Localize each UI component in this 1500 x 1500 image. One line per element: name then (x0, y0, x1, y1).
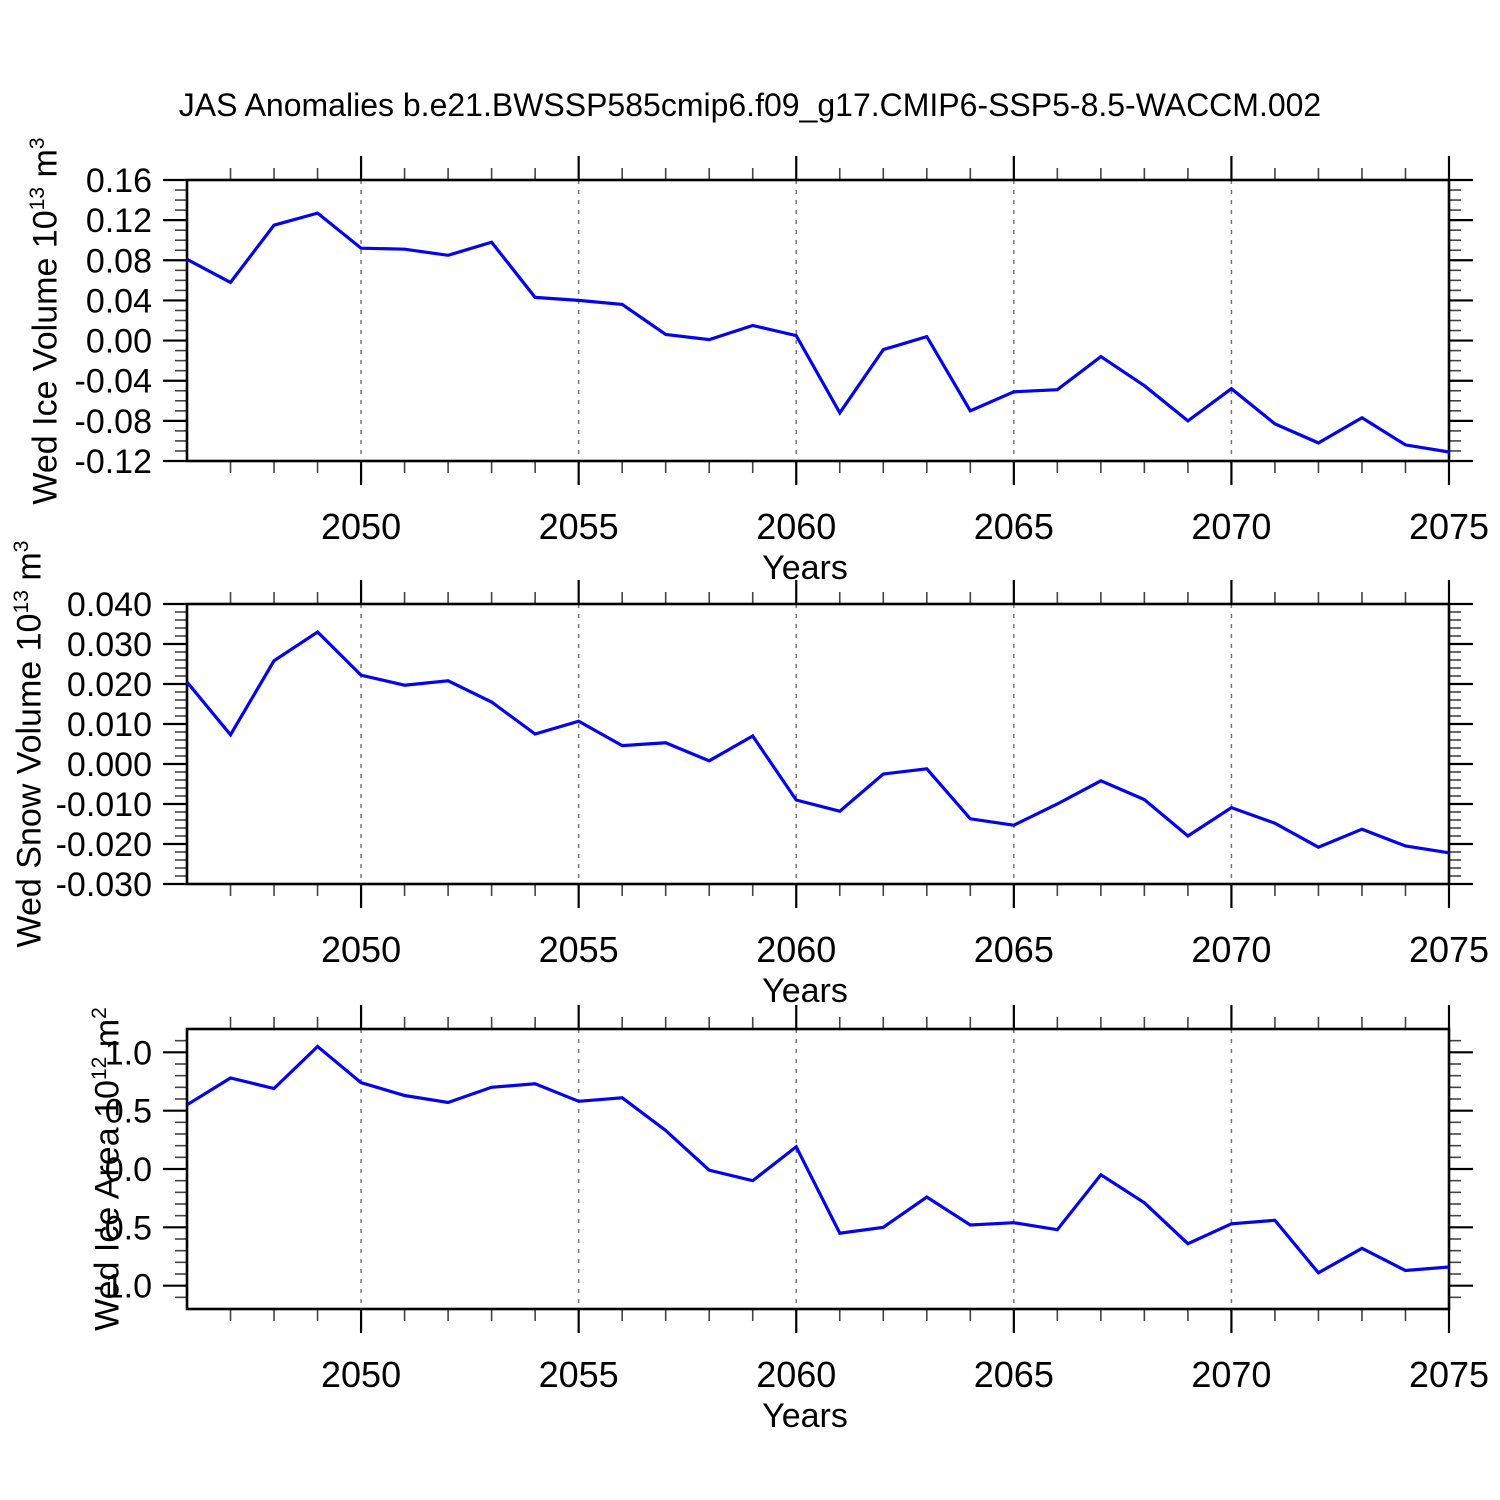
y-axis-title-superscript: 3 (26, 136, 49, 149)
svg-text:-0.08: -0.08 (75, 403, 153, 441)
svg-text:2060: 2060 (756, 506, 836, 547)
svg-text:0.04: 0.04 (86, 282, 152, 320)
panel-2-y-tick-labels: 0.0400.0300.0200.0100.000-0.010-0.020-0.… (56, 586, 152, 904)
svg-text:0.08: 0.08 (86, 242, 152, 280)
svg-text:-0.020: -0.020 (56, 826, 152, 864)
panel-3-y-tick-labels: 1.0 0.5 0.0 -0.5 -1.0 (93, 1034, 152, 1305)
svg-text:2060: 2060 (756, 1354, 836, 1395)
panel-3-y-axis-title: Wed Ice Area 1012 m2 (79, 859, 126, 1479)
panel-2-y-axis-title: Wed Snow Volume 1013 m3 (1, 434, 48, 1054)
panel-2: 0.0400.0300.0200.0100.000-0.010-0.020-0.… (56, 580, 1489, 1010)
svg-text:1.0: 1.0 (105, 1034, 152, 1072)
svg-text:2070: 2070 (1191, 929, 1271, 970)
panel-2-xlabel: Years (762, 972, 848, 1010)
svg-text:-0.12: -0.12 (75, 443, 153, 481)
panel-1-xlabel: Years (762, 549, 848, 587)
svg-text:2065: 2065 (974, 929, 1054, 970)
panel-1-ticks (163, 156, 1473, 485)
svg-text:2055: 2055 (539, 929, 619, 970)
y-axis-title-text: m (10, 552, 49, 591)
panel-2-ticks (163, 580, 1473, 908)
svg-text:0.0: 0.0 (105, 1151, 152, 1189)
svg-text:2055: 2055 (539, 1354, 619, 1395)
y-axis-title-text: Wed Ice Area 10 (88, 1080, 127, 1331)
y-axis-title-superscript: 3 (10, 540, 33, 553)
svg-text:-0.010: -0.010 (56, 786, 152, 824)
panel-2-data-line (185, 629, 1450, 855)
svg-text:2075: 2075 (1409, 1354, 1489, 1395)
panel-2-x-tick-labels: 2050 2055 2060 2065 2070 2075 (321, 929, 1489, 970)
svg-text:0.5: 0.5 (105, 1093, 152, 1131)
y-axis-title-text: Wed Snow Volume 10 (10, 613, 49, 948)
svg-text:0.000: 0.000 (67, 746, 152, 784)
svg-text:2070: 2070 (1191, 1354, 1271, 1395)
svg-text:0.00: 0.00 (86, 323, 152, 361)
svg-text:2050: 2050 (321, 929, 401, 970)
panel-1-frame (185, 178, 1451, 463)
panel-3-ticks (163, 1005, 1473, 1333)
panel-3-frame (185, 1027, 1451, 1311)
svg-text:2075: 2075 (1409, 506, 1489, 547)
panel-3-data-line (186, 1044, 1450, 1275)
svg-text:2075: 2075 (1409, 929, 1489, 970)
svg-text:0.030: 0.030 (67, 626, 152, 664)
svg-text:-0.030: -0.030 (56, 866, 152, 904)
svg-text:0.010: 0.010 (67, 706, 152, 744)
panel-1-data-line (186, 211, 1450, 454)
y-axis-title-superscript: 12 (88, 1056, 111, 1081)
svg-text:-0.04: -0.04 (75, 363, 153, 401)
y-axis-title-text: m (26, 148, 65, 187)
y-axis-title-text: m (88, 1018, 127, 1057)
svg-text:2055: 2055 (539, 506, 619, 547)
panel-2-gridlines (360, 604, 1233, 884)
panel-1-x-tick-labels: 2050 2055 2060 2065 2070 2075 (321, 506, 1489, 547)
y-axis-title-superscript: 2 (88, 1007, 111, 1019)
panel-1-y-tick-labels: 0.160.120.080.040.00-0.04-0.08-0.12 (75, 162, 153, 481)
panel-2-frame (185, 602, 1451, 886)
panel-1-gridlines (360, 180, 1233, 461)
panel-3-gridlines (360, 1029, 1233, 1309)
svg-text:2065: 2065 (974, 1354, 1054, 1395)
svg-text:-0.5: -0.5 (93, 1209, 152, 1247)
chart-title: JAS Anomalies b.e21.BWSSP585cmip6.f09_g1… (178, 87, 1322, 123)
svg-text:2070: 2070 (1191, 506, 1271, 547)
svg-text:0.040: 0.040 (67, 586, 152, 624)
svg-text:-1.0: -1.0 (93, 1268, 152, 1306)
panel-3: 1.0 0.5 0.0 -0.5 -1.0 2050 2055 2060 2065 2070 207… (93, 1005, 1489, 1435)
svg-text:2050: 2050 (321, 1354, 401, 1395)
y-axis-title-superscript: 13 (10, 590, 33, 614)
svg-text:2050: 2050 (321, 506, 401, 547)
svg-text:0.12: 0.12 (86, 202, 152, 240)
panel-3-xlabel: Years (762, 1397, 848, 1435)
y-axis-title-superscript: 13 (26, 186, 49, 210)
svg-text:2065: 2065 (974, 506, 1054, 547)
svg-text:0.16: 0.16 (86, 162, 152, 200)
svg-text:2060: 2060 (756, 929, 836, 970)
svg-text:0.020: 0.020 (67, 666, 152, 704)
panel-3-x-tick-labels: 2050 2055 2060 2065 2070 2075 (321, 1354, 1489, 1395)
